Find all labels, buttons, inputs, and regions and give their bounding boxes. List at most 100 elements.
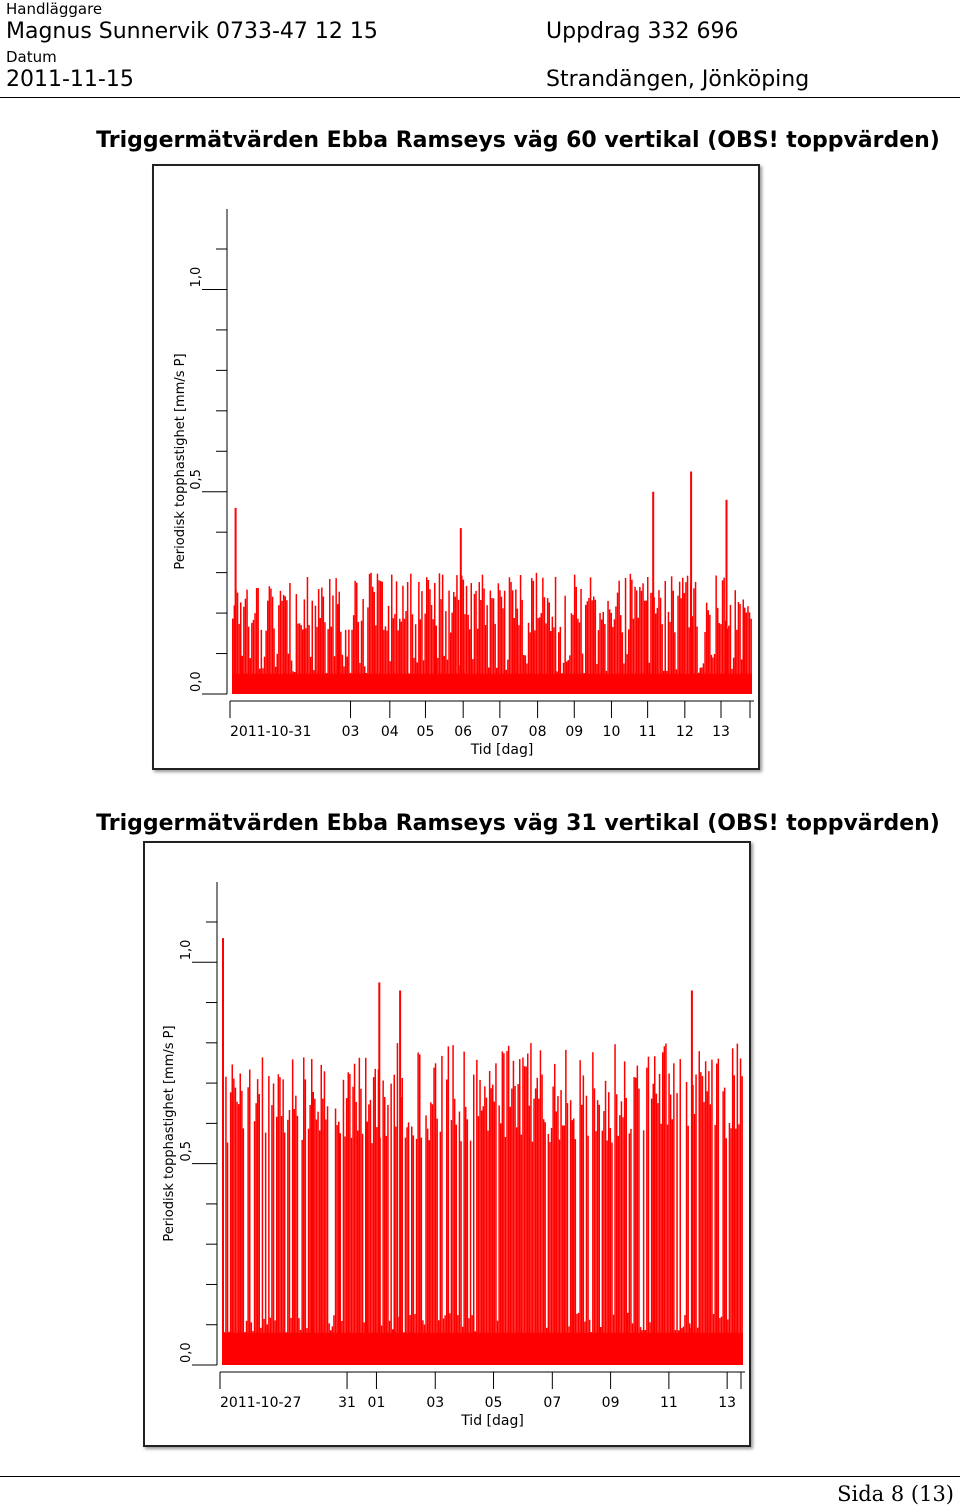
bar [257, 588, 259, 694]
chart-1-title: Triggermätvärden Ebba Ramseys väg 60 ver… [96, 128, 940, 153]
bar [287, 1119, 289, 1365]
bar [455, 1124, 457, 1365]
bar [429, 589, 431, 694]
bar [451, 612, 453, 694]
bar [669, 1094, 672, 1365]
handlaggare-value: Magnus Sunnervik 0733-47 12 15 [6, 19, 378, 44]
bar [558, 632, 560, 694]
bar [441, 1055, 443, 1365]
bar [736, 629, 738, 694]
bar-peak [652, 491, 655, 694]
bar [480, 1110, 483, 1365]
bar [449, 632, 452, 694]
bar [636, 1065, 639, 1365]
bar [691, 616, 694, 694]
bar [477, 1116, 480, 1365]
bar [705, 602, 708, 694]
bar [430, 605, 433, 694]
bar [434, 1063, 437, 1365]
bar [643, 600, 646, 694]
bar [424, 613, 426, 694]
bar [473, 1074, 475, 1365]
bar [586, 601, 589, 694]
bar [596, 1100, 599, 1365]
bar [421, 591, 423, 694]
bar [304, 1079, 307, 1365]
bar [397, 630, 399, 694]
bar [502, 608, 504, 694]
bar [325, 1119, 327, 1365]
bar [366, 1121, 368, 1365]
bar [354, 580, 356, 694]
bar [243, 606, 245, 694]
bar [317, 1111, 319, 1365]
bar [237, 1104, 240, 1365]
bar [473, 593, 476, 694]
bar [621, 632, 624, 694]
bar [426, 1128, 429, 1365]
bar [695, 1074, 697, 1365]
bar [686, 575, 689, 694]
bar [480, 600, 482, 694]
x-tick-label: 05 [417, 724, 435, 740]
bar [345, 1098, 348, 1365]
bar [555, 1111, 558, 1365]
bar [551, 616, 554, 694]
bar [401, 1078, 403, 1365]
x-tick-label: 07 [491, 724, 509, 740]
bar [534, 630, 536, 694]
bar [622, 1117, 624, 1365]
bar [553, 627, 555, 694]
bar [631, 579, 633, 694]
bar [305, 628, 307, 694]
bar [384, 1097, 386, 1365]
bar [302, 629, 304, 694]
bar [560, 1090, 562, 1365]
bar [513, 618, 515, 694]
bar [540, 613, 542, 694]
bar [352, 615, 355, 694]
bar [229, 1092, 232, 1365]
bar [258, 1094, 260, 1365]
bar [630, 1129, 632, 1365]
bar [430, 1102, 432, 1365]
bar [664, 581, 666, 694]
bar [282, 1079, 284, 1365]
bar [279, 1077, 281, 1365]
bar [741, 1076, 743, 1365]
bar [679, 1059, 681, 1365]
bar [482, 1106, 484, 1365]
bar [488, 1071, 491, 1365]
bar [612, 626, 614, 694]
x-tick-label: 04 [381, 724, 399, 740]
bar [670, 576, 673, 694]
bar [418, 581, 420, 694]
bar [709, 614, 711, 694]
bar [358, 1057, 361, 1365]
bar [613, 619, 616, 694]
x-tick-label: 09 [602, 1395, 620, 1411]
bar [425, 1115, 427, 1365]
bar [309, 1105, 311, 1365]
bar [587, 1135, 589, 1365]
bar [433, 1067, 435, 1365]
bar [572, 614, 574, 694]
bar [483, 588, 485, 694]
bar [438, 573, 441, 694]
x-axis-label: Tid [dag] [470, 742, 534, 758]
bar [315, 1119, 318, 1365]
bar [602, 611, 604, 694]
bar [506, 1051, 508, 1365]
bar [703, 1102, 705, 1365]
bar [658, 1073, 661, 1365]
bar [642, 1130, 645, 1365]
bar [330, 626, 333, 694]
bar [561, 1125, 564, 1365]
bar [385, 1135, 388, 1365]
bar [323, 1071, 326, 1365]
datum-value: 2011-11-15 [6, 67, 134, 92]
bar [261, 1057, 264, 1365]
bar [295, 594, 298, 694]
bar [338, 1121, 340, 1365]
x-tick-label: 10 [603, 724, 621, 740]
